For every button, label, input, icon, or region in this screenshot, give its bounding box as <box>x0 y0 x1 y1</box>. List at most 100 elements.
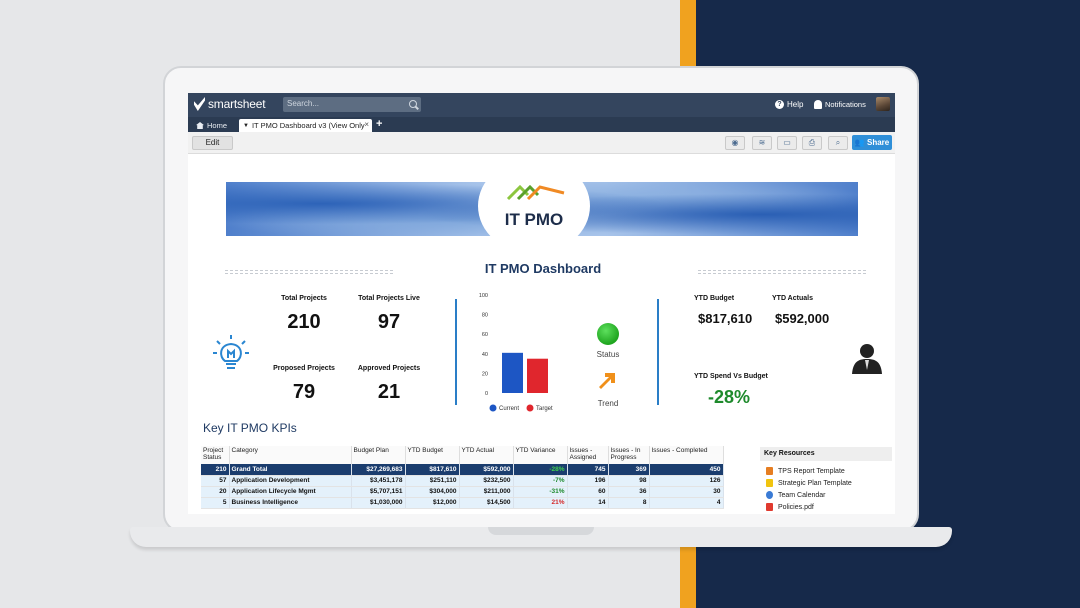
table-cell[interactable]: 60 <box>567 486 609 498</box>
column-header[interactable]: Budget Plan <box>351 446 406 464</box>
spend-vs-budget-label: YTD Spend Vs Budget <box>694 373 768 380</box>
table-cell[interactable]: 369 <box>608 464 650 476</box>
resource-link[interactable]: Policies.pdf <box>766 503 814 511</box>
table-cell[interactable]: $817,610 <box>405 464 460 476</box>
tab-home-label: Home <box>207 121 228 130</box>
table-cell[interactable]: 20 <box>201 486 230 498</box>
table-row[interactable]: 20 Application Lifecycle Mgmt $5,707,151… <box>201 486 724 498</box>
table-cell[interactable]: 57 <box>201 475 230 487</box>
roof-logo-icon <box>506 184 565 201</box>
laptop-notch <box>488 527 594 535</box>
table-cell[interactable]: -28% <box>513 464 568 476</box>
table-cell[interactable]: $304,000 <box>405 486 460 498</box>
tab-dashboard[interactable]: ▼ IT PMO Dashboard v3 (View Only × <box>239 119 372 132</box>
share-button[interactable]: 👥 Share <box>852 135 892 150</box>
legend-swatch <box>526 404 534 412</box>
column-header[interactable]: Project Status <box>201 446 230 464</box>
search-input[interactable]: Search... <box>283 97 421 112</box>
column-header[interactable]: YTD Actual <box>459 446 514 464</box>
table-cell[interactable]: -7% <box>513 475 568 487</box>
table-cell[interactable]: 450 <box>649 464 724 476</box>
table-cell[interactable]: 196 <box>567 475 609 487</box>
table-cell[interactable]: $3,451,178 <box>351 475 406 487</box>
table-cell[interactable]: $232,500 <box>459 475 514 487</box>
status-green-icon <box>597 323 619 345</box>
column-header[interactable]: Category <box>229 446 352 464</box>
ytd-actuals-value: $592,000 <box>775 311 830 326</box>
table-row[interactable]: 57 Application Development $3,451,178 $2… <box>201 475 724 487</box>
globe-icon[interactable]: ◉ <box>725 136 745 150</box>
present-icon[interactable]: ▭ <box>777 136 797 150</box>
table-cell[interactable]: Application Development <box>229 475 352 487</box>
bell-icon <box>814 100 822 109</box>
kpi-value: 210 <box>287 311 321 333</box>
column-header[interactable]: Issues - Assigned <box>567 446 609 464</box>
kpi-label: Proposed Projects <box>273 365 335 372</box>
table-cell[interactable]: $14,500 <box>459 497 514 509</box>
table-cell[interactable]: $1,030,000 <box>351 497 406 509</box>
table-cell[interactable]: 36 <box>608 486 650 498</box>
print-icon[interactable]: ⎙ <box>802 136 822 150</box>
chevron-down-icon[interactable]: ▼ <box>243 122 249 129</box>
banner-title: IT PMO <box>504 210 564 229</box>
table-cell[interactable]: $251,110 <box>405 475 460 487</box>
close-icon[interactable]: × <box>364 120 369 129</box>
column-header[interactable]: Issues - In Progress <box>608 446 650 464</box>
notifications-label: Notifications <box>825 100 866 109</box>
kpi-table: Project Status Category Budget Plan YTD … <box>201 446 724 509</box>
add-tab-icon[interactable]: + <box>376 118 383 130</box>
table-cell[interactable]: 14 <box>567 497 609 509</box>
ytd-actuals-label: YTD Actuals <box>772 295 813 302</box>
table-cell[interactable]: $27,269,683 <box>351 464 406 476</box>
legend-label: Target <box>536 406 553 412</box>
table-cell[interactable]: 745 <box>567 464 609 476</box>
table-cell[interactable]: 5 <box>201 497 230 509</box>
table-cell[interactable]: 21% <box>513 497 568 509</box>
column-header[interactable]: Issues - Completed <box>649 446 724 464</box>
table-cell[interactable]: -31% <box>513 486 568 498</box>
activity-icon[interactable]: ≋ <box>752 136 772 150</box>
help-label: Help <box>787 100 804 109</box>
share-label: Share <box>866 138 890 147</box>
table-cell[interactable]: 126 <box>649 475 724 487</box>
search-icon[interactable] <box>409 100 417 108</box>
avatar[interactable] <box>876 97 890 111</box>
table-cell[interactable]: $592,000 <box>459 464 514 476</box>
help-icon: ? <box>775 100 784 109</box>
table-row[interactable]: 5 Business Intelligence $1,030,000 $12,0… <box>201 497 724 509</box>
resource-link[interactable]: Team Calendar <box>766 491 825 499</box>
help-button[interactable]: ? Help <box>775 100 803 109</box>
bar-target <box>527 358 548 393</box>
search-sheet-icon[interactable]: ⌕ <box>828 136 848 150</box>
table-cell[interactable]: 8 <box>608 497 650 509</box>
banner-badge <box>478 158 590 254</box>
resource-link[interactable]: TPS Report Template <box>766 467 845 475</box>
notifications-button[interactable]: Notifications <box>814 100 866 109</box>
resource-link[interactable]: Strategic Plan Template <box>766 479 852 487</box>
resource-label: Policies.pdf <box>778 503 814 511</box>
bar-current <box>502 352 523 393</box>
edit-button[interactable]: Edit <box>192 136 233 150</box>
businessman-icon <box>852 344 882 374</box>
tab-home[interactable]: Home <box>196 119 227 132</box>
table-cell[interactable]: Application Lifecycle Mgmt <box>229 486 352 498</box>
column-header[interactable]: YTD Variance <box>513 446 568 464</box>
table-cell[interactable]: Grand Total <box>229 464 352 476</box>
table-cell[interactable]: 4 <box>649 497 724 509</box>
kpi-label: Approved Projects <box>357 365 421 372</box>
table-cell[interactable]: 210 <box>201 464 230 476</box>
kpi-label: Total Projects <box>281 295 327 302</box>
table-cell[interactable]: $12,000 <box>405 497 460 509</box>
smartsheet-logo[interactable]: smartsheet <box>194 97 266 111</box>
table-cell[interactable]: Business Intelligence <box>229 497 352 509</box>
table-cell[interactable]: $211,000 <box>459 486 514 498</box>
key-resources-title: Key Resources <box>760 447 892 461</box>
table-cell[interactable]: $5,707,151 <box>351 486 406 498</box>
divider <box>698 270 866 274</box>
kpi-value: 21 <box>377 381 401 403</box>
table-row[interactable]: 210 Grand Total $27,269,683 $817,610 $59… <box>201 464 724 476</box>
section-title: Key IT PMO KPIs <box>203 421 297 435</box>
table-cell[interactable]: 30 <box>649 486 724 498</box>
table-cell[interactable]: 98 <box>608 475 650 487</box>
column-header[interactable]: YTD Budget <box>405 446 460 464</box>
